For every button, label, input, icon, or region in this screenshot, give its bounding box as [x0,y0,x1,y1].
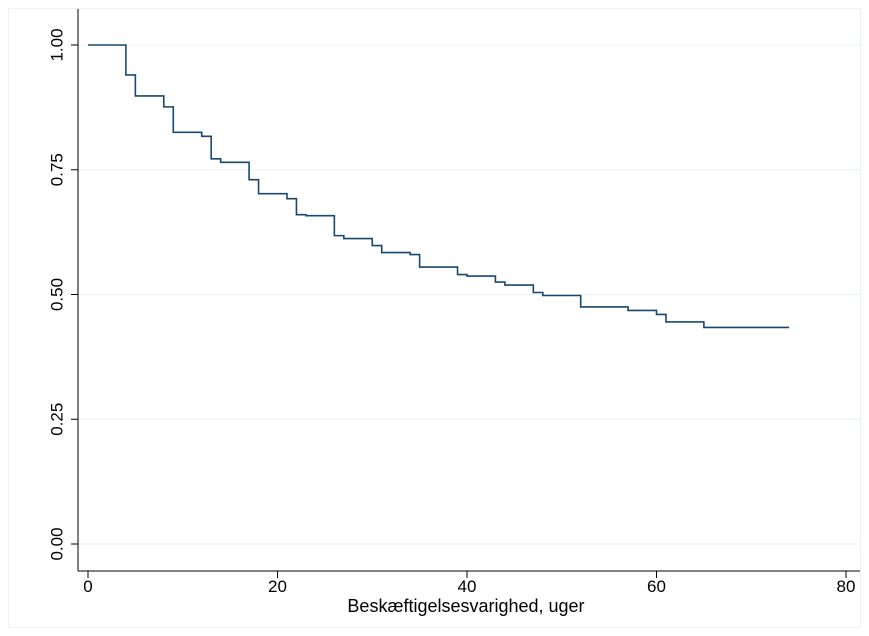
outer-frame [8,8,861,628]
y-tick-label: 0.75 [48,153,67,186]
axes: 0.00 0.25 0.50 0.75 1.00 0 20 40 60 80 [48,9,860,596]
y-tick-label: 0.00 [48,527,67,560]
y-tick-label: 1.00 [48,28,67,61]
plot-area [88,44,790,329]
x-tick-label: 60 [647,577,666,596]
survival-step-line [88,44,790,329]
grid [78,44,860,545]
y-tick-label: 0.50 [48,278,67,311]
x-tick-label: 40 [458,577,477,596]
y-tick-label: 0.25 [48,403,67,436]
labels: Beskæftigelsesvarighed, uger [347,596,584,616]
x-axis-title: Beskæftigelsesvarighed, uger [347,596,584,616]
x-tick-label: 80 [837,577,856,596]
x-tick-label: 0 [83,577,92,596]
x-tick-label: 20 [268,577,287,596]
